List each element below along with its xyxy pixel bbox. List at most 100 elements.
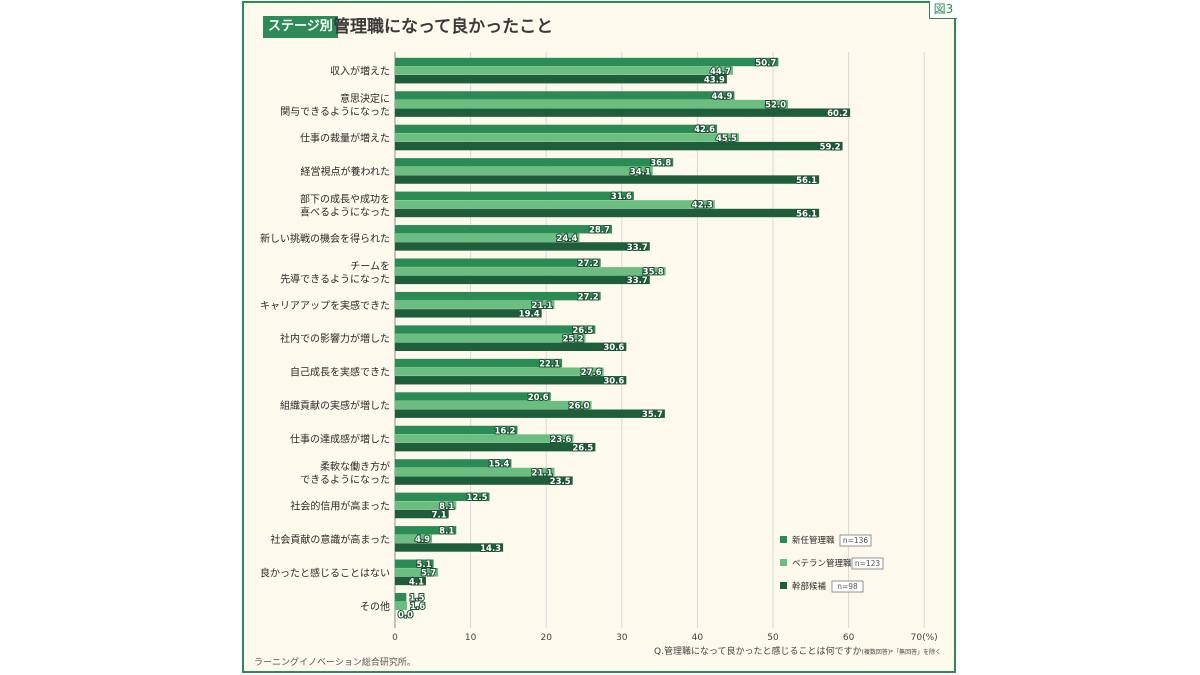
- bar-value-label: 27.2: [578, 292, 599, 302]
- bar-value-label: 43.9: [704, 76, 725, 86]
- bar-value-label: 52.0: [765, 100, 786, 110]
- bar: [395, 509, 449, 519]
- bar-value-label: 28.7: [589, 226, 610, 236]
- category-label: キャリアアップを実感できた: [260, 299, 390, 312]
- bar: [395, 476, 573, 485]
- bar: [395, 376, 627, 385]
- bar-value-label: 30.6: [603, 343, 624, 353]
- category-label: 社会貢献の意識が高まった: [270, 533, 390, 546]
- bar-value-label: 8.1: [439, 527, 454, 537]
- bar: [395, 400, 592, 410]
- bar: [395, 124, 718, 134]
- x-tick-label: 0: [392, 633, 398, 643]
- bar: [395, 99, 789, 109]
- bar-value-label: 50.7: [755, 58, 776, 68]
- bar: [395, 434, 574, 443]
- bar: [395, 392, 551, 401]
- x-tick-label: 50: [767, 633, 779, 643]
- bar-value-label: 44.9: [711, 92, 732, 102]
- category-label: 自己成長を実感できた: [290, 366, 390, 379]
- bar: [395, 267, 666, 276]
- category-label: 経営視点が養われた: [301, 165, 391, 178]
- legend-series-name: ベテラン管理職: [792, 558, 852, 569]
- source-credit: ラーニングイノベーション総合研究所。: [254, 658, 416, 668]
- bar: [395, 425, 518, 435]
- bar-value-label: 23.5: [550, 477, 571, 487]
- question-text: Q.管理職になって良かったと感じることは何ですか: [654, 647, 862, 657]
- legend-series-name: 新任管理職: [792, 535, 835, 546]
- bar-value-label: 1.5: [409, 594, 424, 604]
- bar-value-label: 31.6: [611, 192, 632, 202]
- bar-value-label: 14.3: [480, 544, 501, 554]
- category-label: できるようになった: [300, 474, 390, 486]
- bar: [395, 133, 739, 142]
- x-tick-label: 10: [465, 633, 477, 643]
- bar-value-label: 26.0: [569, 401, 590, 411]
- question-note: Q.管理職になって良かったと感じることは何ですか(複数回答)*「無回答」を除く: [654, 644, 941, 657]
- x-tick-label: 60: [843, 633, 855, 643]
- bar: [395, 57, 779, 67]
- bar-value-label: 42.6: [694, 125, 715, 135]
- bar: [395, 409, 665, 418]
- bar: [395, 275, 650, 285]
- legend-n-box: [851, 557, 884, 570]
- category-label: チームを: [350, 260, 390, 272]
- bar: [395, 141, 843, 151]
- bar: [395, 225, 612, 234]
- bar-value-label: 35.8: [643, 268, 664, 278]
- bar-value-label: 33.7: [627, 276, 648, 286]
- category-label: その他: [360, 600, 390, 613]
- bar: [395, 108, 851, 117]
- category-label: 社内での影響力が増した: [280, 332, 390, 345]
- bar-value-label: 30.6: [603, 377, 624, 387]
- bar-value-label: 56.1: [796, 209, 817, 219]
- bar: [395, 526, 457, 535]
- figure-number-badge: 図3: [929, 1, 957, 19]
- question-suffix: (複数回答)*「無回答」を除く: [861, 649, 942, 656]
- stage-tag: ステージ別: [263, 16, 338, 38]
- bar: [395, 442, 596, 452]
- chart-title: 管理職になって良かったこと: [333, 17, 554, 37]
- bar: [395, 334, 586, 343]
- bar: [395, 593, 407, 602]
- category-label: 柔軟な働き方が: [320, 460, 390, 473]
- bar: [395, 158, 674, 167]
- bar: [395, 559, 434, 568]
- bar-value-label: 21.1: [532, 301, 553, 311]
- bar: [395, 358, 563, 368]
- bar: [395, 191, 634, 200]
- bar-value-label: 56.1: [796, 176, 817, 186]
- bar-value-label: 19.4: [519, 310, 540, 320]
- bar: [395, 166, 653, 176]
- legend-swatch: [780, 536, 787, 543]
- bar-value-label: 25.2: [563, 335, 584, 345]
- bar-value-label: 8.1: [439, 502, 454, 512]
- bar: [395, 576, 426, 586]
- bar-value-label: 1.6: [410, 602, 425, 612]
- bar-value-label: 59.2: [820, 142, 841, 152]
- bar: [395, 492, 490, 502]
- bar: [395, 300, 555, 309]
- category-label: 先導できるようになった: [280, 272, 390, 285]
- x-tick-label: 40: [692, 633, 704, 643]
- bar-value-label: 44.7: [710, 67, 731, 77]
- bar-value-label: 15.4: [488, 460, 509, 470]
- bar: [395, 242, 650, 251]
- bar: [395, 601, 408, 610]
- legend-n-box: [831, 580, 864, 593]
- bar: [395, 91, 735, 100]
- bar-value-label: 36.8: [650, 159, 671, 169]
- bar: [395, 543, 504, 552]
- bar: [395, 175, 820, 184]
- legend-swatch: [780, 559, 787, 566]
- bar: [395, 75, 727, 84]
- category-label: 新しい挑戦の機会を得られた: [260, 232, 390, 245]
- bar-value-label: 5.7: [421, 569, 436, 579]
- bar-value-label: 22.1: [539, 359, 560, 369]
- category-label: 組織貢献の実感が増した: [280, 399, 390, 412]
- bar: [395, 325, 596, 334]
- bar-value-label: 34.1: [630, 167, 651, 177]
- bar: [395, 501, 457, 510]
- bar: [395, 291, 601, 301]
